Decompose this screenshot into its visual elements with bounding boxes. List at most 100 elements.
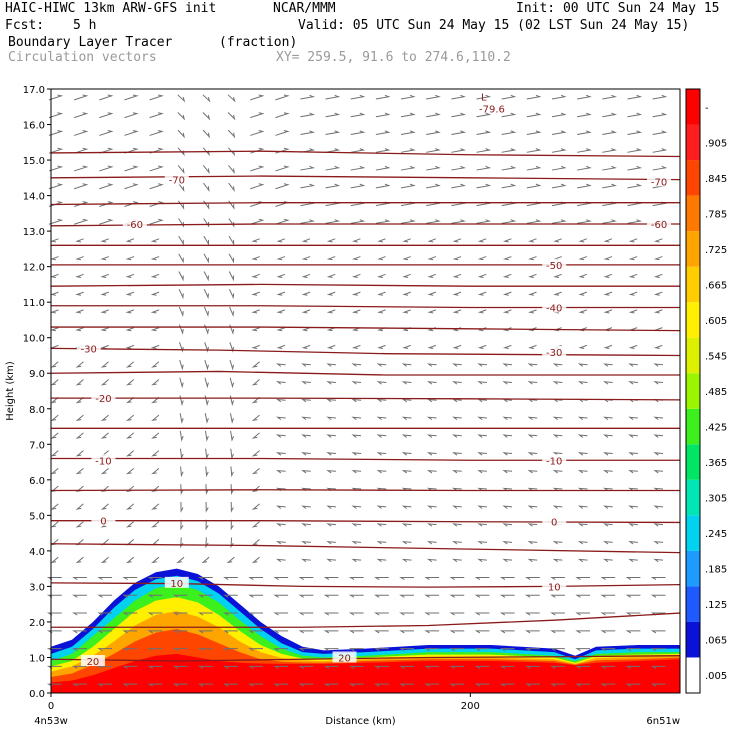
vector-arrow — [625, 648, 641, 652]
vector-arrow — [204, 413, 209, 424]
vector-arrow — [449, 683, 465, 687]
contour-label-bg — [91, 514, 116, 526]
vector-arrow — [301, 238, 311, 243]
vector-arrow — [577, 558, 588, 563]
vector-arrow — [551, 148, 567, 153]
vector-arrow — [72, 612, 87, 616]
y-tick-label: 15.0 — [23, 156, 45, 167]
vector-arrow — [276, 273, 286, 278]
vector-arrow — [203, 271, 209, 282]
vector-arrow — [178, 200, 185, 210]
vector-arrow — [301, 416, 311, 421]
vector-arrow — [552, 416, 563, 421]
vector-arrow — [50, 273, 59, 278]
vector-arrow — [122, 577, 138, 581]
vector-arrow — [251, 503, 260, 510]
vector-arrow — [326, 238, 336, 243]
vector-arrow — [653, 256, 663, 261]
vector-arrow — [502, 273, 512, 278]
vector-arrow — [75, 396, 84, 404]
vector-arrow — [301, 452, 311, 456]
vector-arrow — [376, 398, 387, 403]
colorbar: .005 .065 .125 .185 .245 .305 .365 .425 .485 .545… — [685, 88, 727, 694]
vector-arrow — [273, 577, 289, 581]
vector-arrow — [375, 165, 391, 171]
vector-arrow — [552, 363, 563, 367]
vector-arrow — [499, 665, 515, 669]
vector-arrow — [375, 219, 391, 224]
vector-arrow — [228, 289, 235, 300]
contour-label: 10 — [548, 582, 561, 593]
vector-arrow — [502, 344, 512, 350]
vector-arrow — [74, 218, 89, 225]
vector-arrow — [477, 363, 487, 367]
vector-arrow — [476, 130, 492, 136]
vector-arrow — [650, 630, 666, 634]
vector-arrow — [652, 148, 668, 153]
contour-label-bg — [164, 576, 189, 588]
vector-arrow — [172, 648, 188, 652]
vector-arrow — [577, 416, 588, 421]
contour-label-bg — [91, 454, 116, 466]
vector-arrow — [125, 396, 135, 404]
vector-arrow — [627, 183, 643, 189]
vector-arrow — [124, 183, 139, 190]
vector-arrow — [375, 148, 391, 153]
vector-arrow — [350, 94, 366, 100]
vector-arrow — [300, 219, 316, 224]
vector-arrow — [350, 165, 366, 171]
vector-arrow — [251, 309, 260, 314]
vector-arrow — [275, 416, 286, 421]
vector-arrow — [426, 398, 437, 403]
vector-arrow — [251, 361, 260, 368]
vector-arrow — [377, 256, 386, 261]
vector-arrow — [602, 434, 613, 438]
vector-arrow — [75, 414, 84, 421]
vector-arrow — [351, 540, 362, 545]
vector-arrow — [474, 648, 490, 652]
vector-arrow — [150, 344, 160, 350]
vector-arrow — [323, 577, 339, 581]
vector-arrow — [50, 396, 59, 404]
vector-arrow — [147, 648, 163, 652]
vector-arrow — [477, 416, 487, 421]
contour-label: -30 — [546, 348, 562, 359]
vector-arrow — [178, 253, 184, 264]
vector-arrow — [426, 112, 441, 118]
vector-arrow — [250, 218, 265, 225]
vector-arrow — [326, 273, 336, 278]
vector-arrow — [350, 219, 366, 224]
vector-arrow — [229, 342, 235, 353]
vector-arrow — [499, 630, 515, 634]
vector-arrow — [197, 683, 213, 687]
vector-arrow — [229, 395, 235, 407]
vector-arrow — [100, 309, 109, 314]
vector-arrow — [351, 273, 361, 278]
vector-arrow — [125, 503, 135, 510]
vector-arrow — [552, 505, 563, 509]
contour-label-bg — [542, 345, 567, 357]
vector-arrow — [74, 94, 89, 101]
vector-arrow — [172, 665, 188, 669]
vector-arrow — [179, 377, 184, 389]
vector-arrow — [50, 309, 59, 314]
vector-arrow — [600, 683, 616, 687]
vector-arrow — [226, 556, 235, 564]
vector-arrow — [50, 521, 59, 528]
y-tick-label: 6.0 — [29, 476, 45, 487]
vector-arrow — [323, 594, 339, 598]
vector-arrow — [400, 219, 416, 224]
vector-arrow — [177, 112, 186, 121]
vector-arrow — [202, 112, 211, 121]
vector-arrow — [401, 523, 412, 527]
colorbar-frame — [685, 88, 701, 694]
vector-arrow — [474, 665, 490, 669]
vector-arrow — [124, 165, 139, 172]
contour-label-bg — [122, 218, 147, 230]
vector-arrow — [501, 219, 517, 224]
y-tick-label: 9.0 — [29, 369, 45, 380]
vector-arrow — [150, 238, 160, 243]
vector-arrow — [602, 363, 613, 367]
vector-arrow — [527, 523, 538, 527]
vector-arrow — [527, 540, 538, 545]
